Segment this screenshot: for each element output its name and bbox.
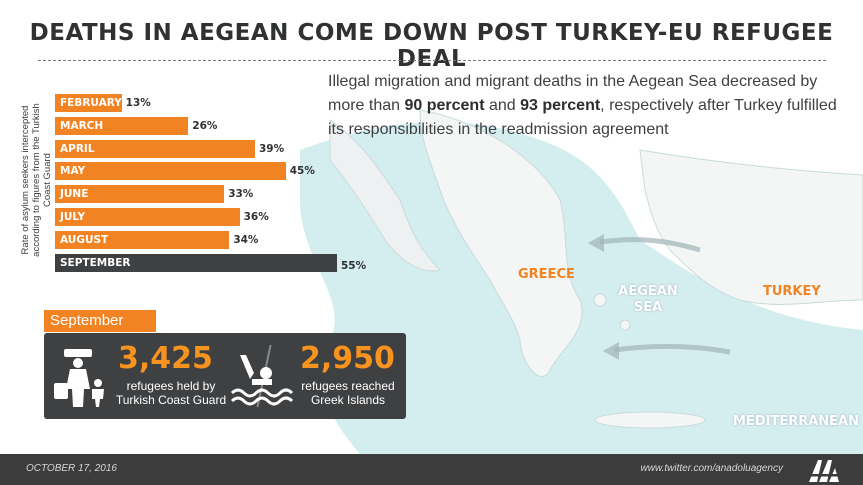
footer-date: OCTOBER 17, 2016 (26, 463, 117, 474)
value-label: 45% (289, 165, 315, 178)
category-label: APRIL (60, 142, 95, 155)
stat-reached-caption-line: refugees reached (301, 379, 395, 393)
page-title: DEATHS IN AEGEAN COME DOWN POST TURKEY-E… (29, 20, 834, 72)
category-label: MAY (60, 165, 86, 178)
footer-bar: OCTOBER 17, 2016 www.twitter.com/anadolu… (0, 454, 863, 485)
intro-text-part: , respectively after Turkey fulfilled it… (328, 97, 837, 138)
stat-reached-value: 2,950 (300, 341, 395, 376)
category-label: MARCH (60, 119, 104, 132)
category-label: JULY (60, 211, 86, 223)
footer-url: www.twitter.com/anadoluagency (640, 463, 783, 474)
sea-area (300, 121, 863, 455)
bar-may: MAY (55, 162, 286, 181)
bar-march: MARCH (55, 116, 189, 135)
value-label: 33% (228, 188, 254, 201)
label-aegean-sea: AEGEAN SEA (606, 284, 690, 316)
label-sea: SEA (633, 300, 663, 315)
value-label: 39% (258, 142, 285, 155)
value-label: 34% (233, 233, 259, 246)
intro-highlight: 90 percent (404, 97, 485, 114)
stat-reached-caption: refugees reached Greek Islands (288, 379, 408, 407)
category-label: FEBRUARY (60, 97, 122, 109)
arrow-head (588, 234, 604, 252)
intro-highlight: 93 percent (520, 97, 601, 114)
stat-held-caption-line: refugees held by (126, 379, 216, 393)
arrow-head (603, 342, 619, 360)
stat-held-value: 3,425 (118, 341, 213, 376)
category-label: JUNE (60, 188, 89, 201)
land-greece (419, 109, 583, 378)
september-stats-panel: 3,425 refugees held by Turkish Coast Gua… (44, 333, 406, 419)
label-aegean: AEGEAN (618, 284, 678, 299)
stat-held-caption-line: Turkish Coast Guard (115, 393, 227, 407)
september-month: September (50, 312, 124, 329)
island-crete (594, 411, 706, 429)
value-label: 36% (243, 211, 269, 223)
migration-arrow (614, 343, 731, 355)
y-axis-label: Rate of asylum seekers intercepted accor… (20, 103, 53, 257)
intro-text-part: and (484, 97, 521, 114)
swimmer-icon (230, 355, 294, 406)
refugee-family-icon (54, 349, 104, 407)
bar-july: JULY (55, 208, 240, 226)
intro-text-part: Illegal migration and migrant deaths in … (328, 73, 818, 114)
island (619, 319, 631, 331)
value-label: 55% (341, 259, 367, 272)
stat-reached-caption-line: Greek Islands (310, 393, 386, 407)
label-turkey: TURKEY (763, 284, 821, 299)
label-mediterranean: MEDITERRANEAN (733, 414, 859, 429)
land-italy (329, 119, 441, 272)
bar-september: SEPTEMBER (55, 253, 337, 272)
intro-text: Illegal migration and migrant deaths in … (328, 70, 853, 142)
anadolu-agency-logo (809, 460, 839, 482)
bar-april: APRIL (55, 139, 255, 158)
category-label: SEPTEMBER (60, 256, 131, 269)
value-label: 26% (192, 119, 218, 132)
bar-february: FEBRUARY (55, 94, 122, 112)
bar-june: JUNE (55, 185, 225, 204)
island (593, 293, 607, 307)
title-divider (38, 60, 826, 61)
september-label: September 2016 (44, 310, 156, 351)
land-turkey (639, 149, 863, 305)
category-label: AUGUST (60, 233, 109, 246)
label-greece: GREECE (518, 267, 575, 282)
migration-arrow (599, 237, 701, 253)
bar-august: AUGUST (55, 230, 230, 249)
stat-held-caption: refugees held by Turkish Coast Guard (106, 379, 236, 407)
value-label: 13% (125, 97, 151, 109)
